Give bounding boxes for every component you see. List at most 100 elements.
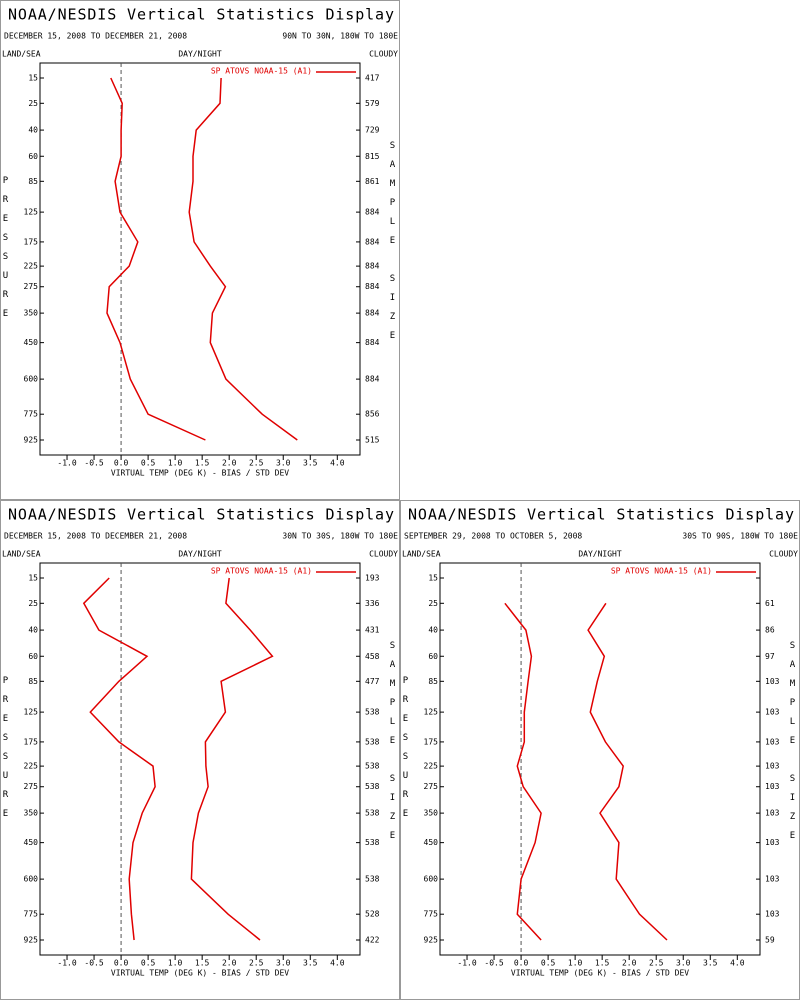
sample-size-label: 458 [365,652,380,661]
sample-size-label: 103 [765,875,780,884]
pressure-label: 125 [24,208,39,217]
pressure-label: 60 [428,652,438,661]
sample-size-label: 884 [365,338,380,347]
chart-title: NOAA/NESDIS Vertical Statistics Display [8,6,394,24]
x-tick-label: -0.5 [84,959,103,968]
date-range: SEPTEMBER 29, 2008 TO OCTOBER 5, 2008 [404,532,582,541]
sample-size-label: 103 [765,737,780,746]
pressure-label: 125 [424,708,439,717]
pressure-label: 275 [424,782,439,791]
pressure-label: 600 [24,375,39,384]
x-tick-label: -0.5 [84,459,103,468]
pressure-label: 40 [428,626,438,635]
x-tick-label: 3.0 [676,959,691,968]
x-tick-label: 1.5 [195,959,210,968]
pressure-label: 85 [28,677,38,686]
sample-size-label: 103 [765,708,780,717]
sample-size-label: 538 [365,782,380,791]
pressure-label: 225 [24,762,39,771]
chart-title: NOAA/NESDIS Vertical Statistics Display [8,506,394,524]
sample-size-label: 538 [365,838,380,847]
pressure-label: 350 [24,309,39,318]
pressure-label: 350 [424,809,439,818]
pressure-label: 15 [428,574,438,583]
y2-axis-label: SAMPLE SIZE [788,641,798,850]
x-tick-label: -1.0 [457,959,476,968]
x-tick-label: 1.0 [168,459,183,468]
pressure-label: 60 [28,152,38,161]
cloudy-label: CLOUDY [769,550,798,559]
land-sea-label: LAND/SEA [2,50,41,59]
bias-line [106,77,206,441]
sample-size-label: 884 [365,262,380,271]
sample-size-label: 417 [365,74,380,83]
sample-size-label: 103 [765,762,780,771]
x-tick-label: 2.0 [222,459,237,468]
pressure-label: 60 [28,652,38,661]
pressure-label: 85 [428,677,438,686]
sample-size-label: 422 [365,936,380,945]
x-tick-label: 0.5 [141,959,156,968]
x-tick-label: -0.5 [484,959,503,968]
x-tick-label: -1.0 [57,959,76,968]
sample-size-label: 431 [365,626,380,635]
sample-size-label: 336 [365,599,380,608]
sample-size-label: 729 [365,126,380,135]
x-tick-label: 0.0 [114,959,129,968]
y-axis-label: PRESSURE [401,676,411,828]
std-dev-line [587,602,668,941]
sample-size-label: 103 [765,677,780,686]
x-tick-label: 0.5 [541,959,556,968]
chart-title: NOAA/NESDIS Vertical Statistics Display [408,506,794,524]
pressure-label: 775 [424,910,439,919]
sample-size-label: 884 [365,208,380,217]
panel-border [400,500,800,1000]
x-tick-label: 3.5 [703,959,718,968]
cloudy-label: CLOUDY [369,550,398,559]
pressure-label: 275 [24,282,39,291]
sample-size-label: 538 [365,762,380,771]
sample-size-label: 538 [365,875,380,884]
x-axis-label: VIRTUAL TEMP (DEG K) - BIAS / STD DEV [511,969,689,978]
plot-frame [439,562,761,956]
x-tick-label: 0.0 [114,459,129,468]
land-sea-label: LAND/SEA [402,550,441,559]
sample-size-label: 103 [765,809,780,818]
std-dev-line [190,577,274,941]
x-tick-label: 1.5 [595,959,610,968]
sample-size-label: 61 [765,599,775,608]
plot-frame [39,562,361,956]
sample-size-label: 884 [365,282,380,291]
std-dev-line [188,77,298,441]
date-range: DECEMBER 15, 2008 TO DECEMBER 21, 2008 [4,532,187,541]
pressure-label: 925 [24,436,39,445]
x-tick-label: 2.0 [622,959,637,968]
x-tick-label: 3.0 [276,459,291,468]
day-night-label: DAY/NIGHT [178,50,222,59]
day-night-label: DAY/NIGHT [178,550,222,559]
pressure-label: 775 [24,910,39,919]
panel: NOAA/NESDIS Vertical Statistics Display D… [0,500,400,1000]
pressure-label: 450 [24,338,39,347]
x-tick-label: 2.5 [249,959,264,968]
pressure-label: 175 [424,737,439,746]
pressure-label: 175 [24,737,39,746]
x-tick-label: 4.0 [730,959,745,968]
pressure-label: 175 [24,237,39,246]
sample-size-label: 59 [765,936,775,945]
x-tick-label: 4.0 [330,959,345,968]
x-tick-label: 1.5 [195,459,210,468]
pressure-label: 225 [424,762,439,771]
sample-size-label: 86 [765,626,775,635]
sample-size-label: 856 [365,410,380,419]
panel: NOAA/NESDIS Vertical Statistics Display D… [0,0,400,500]
land-sea-label: LAND/SEA [2,550,41,559]
x-tick-label: 1.0 [568,959,583,968]
sample-size-label: 515 [365,436,380,445]
region: 90N TO 30N, 180W TO 180E [282,32,398,41]
x-tick-label: 2.0 [222,959,237,968]
region: 30S TO 90S, 180W TO 180E [682,532,798,541]
y-axis-label: PRESSURE [1,676,11,828]
panel-border [0,0,400,500]
